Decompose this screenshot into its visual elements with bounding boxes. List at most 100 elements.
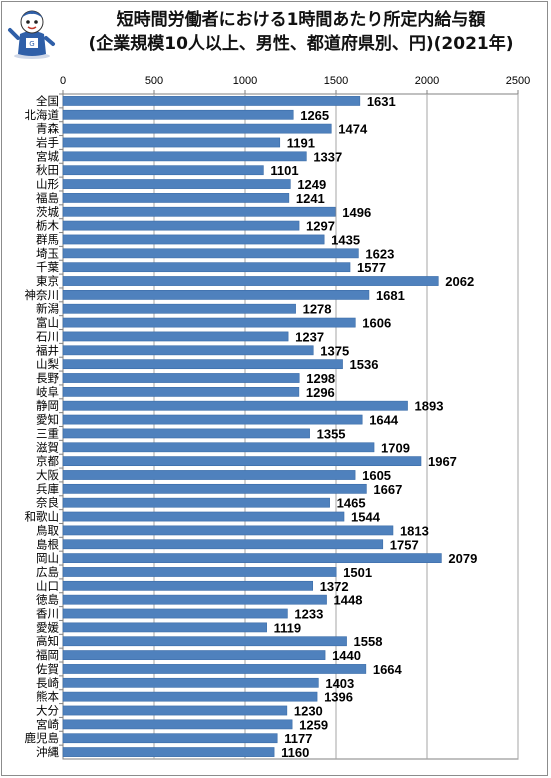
category-label: 山口 — [36, 579, 59, 593]
data-label: 1177 — [284, 731, 312, 746]
data-label: 1101 — [270, 163, 298, 178]
bar — [62, 553, 442, 563]
bar — [62, 220, 300, 231]
data-label: 1474 — [338, 122, 368, 137]
category-label: 福岡 — [36, 648, 59, 662]
category-label: 岩手 — [36, 135, 59, 149]
data-label: 1577 — [357, 260, 386, 275]
bar — [62, 483, 367, 494]
data-label: 1623 — [365, 246, 394, 261]
data-label: 1606 — [362, 316, 391, 331]
category-label: 三重 — [36, 426, 59, 440]
data-label: 1278 — [303, 302, 332, 317]
category-label: 兵庫 — [36, 482, 59, 496]
x-tick-label: 2000 — [415, 75, 439, 87]
category-label: 福島 — [36, 191, 59, 205]
category-label: 埼玉 — [36, 246, 59, 260]
bar — [62, 206, 336, 217]
data-label: 1667 — [373, 482, 402, 497]
bar — [62, 567, 337, 577]
category-label: 愛媛 — [36, 620, 59, 634]
chart-title: 短時間労働者における1時間あたり所定内給与額 (企業規模10人以上、男性、都道府… — [66, 8, 536, 56]
category-label: 青森 — [36, 122, 59, 136]
bar — [62, 151, 307, 162]
data-label: 1298 — [306, 371, 335, 386]
bar — [62, 650, 326, 660]
data-label: 1558 — [354, 634, 383, 649]
bar — [62, 262, 351, 273]
bar — [62, 580, 314, 591]
bar — [62, 165, 264, 176]
category-label: 秋田 — [36, 163, 59, 177]
data-label: 1237 — [295, 329, 324, 344]
data-label: 1605 — [362, 468, 391, 483]
category-label: 北海道 — [25, 108, 60, 122]
category-label: 宮城 — [36, 149, 59, 163]
bar — [62, 442, 375, 453]
category-label: 宮崎 — [36, 717, 59, 731]
bar — [62, 747, 275, 757]
category-label: 大分 — [36, 704, 59, 718]
x-tick-label: 1500 — [324, 75, 348, 87]
data-label: 1403 — [325, 676, 354, 691]
bar — [62, 428, 310, 439]
category-label: 茨城 — [36, 205, 59, 219]
category-label: 徳島 — [36, 593, 59, 607]
data-label: 1119 — [274, 620, 302, 635]
data-label: 1241 — [296, 191, 325, 206]
data-label: 2062 — [445, 274, 474, 289]
bar — [62, 664, 367, 674]
data-label: 1191 — [287, 135, 315, 150]
x-tick-label: 1000 — [233, 75, 257, 87]
bar — [62, 456, 422, 467]
data-label: 1813 — [400, 523, 429, 538]
category-label: 千葉 — [36, 260, 59, 274]
bar — [62, 400, 408, 411]
data-label: 1448 — [334, 593, 363, 608]
data-label: 1757 — [390, 537, 419, 552]
data-label: 1265 — [300, 108, 329, 123]
category-label: 愛知 — [36, 413, 59, 427]
category-label: 沖縄 — [36, 745, 59, 759]
data-label: 1681 — [376, 288, 405, 303]
data-label: 1297 — [306, 219, 335, 234]
bar — [62, 622, 267, 633]
bar — [62, 123, 332, 134]
bar — [62, 290, 370, 300]
category-label: 岡山 — [36, 551, 59, 565]
chart-title-line2: (企業規模10人以上、男性、都道府県別、円)(2021年) — [88, 34, 514, 54]
data-label: 1631 — [367, 94, 396, 109]
bar — [62, 234, 325, 245]
bar — [62, 193, 290, 203]
data-label: 1496 — [342, 205, 371, 220]
bar — [62, 109, 294, 120]
category-label: 全国 — [36, 94, 59, 108]
data-label: 1544 — [351, 510, 381, 525]
bar — [62, 276, 439, 286]
category-label: 岐阜 — [36, 385, 59, 399]
data-label: 1893 — [415, 399, 444, 414]
data-label: 1375 — [320, 343, 349, 358]
bar — [62, 497, 330, 508]
data-label: 1465 — [337, 496, 366, 511]
category-label: 富山 — [36, 316, 59, 330]
bar — [62, 705, 288, 716]
category-label: 群馬 — [36, 232, 59, 246]
data-label: 1372 — [320, 579, 349, 594]
data-label: 1337 — [313, 149, 342, 164]
bar — [62, 317, 356, 328]
category-label: 熊本 — [36, 690, 59, 704]
category-label: 京都 — [36, 454, 59, 468]
svg-text:G: G — [29, 40, 34, 48]
category-label: 長崎 — [36, 676, 59, 690]
bar — [62, 691, 318, 702]
data-label: 2079 — [448, 551, 477, 566]
category-label: 静岡 — [36, 399, 59, 413]
chart-title-line1: 短時間労働者における1時間あたり所定内給与額 — [116, 10, 486, 30]
x-tick-label: 2500 — [506, 75, 530, 87]
category-label: 和歌山 — [25, 510, 60, 524]
data-label: 1160 — [281, 745, 309, 760]
cartoon-mascot-icon: G — [8, 10, 55, 59]
bar — [62, 636, 347, 647]
